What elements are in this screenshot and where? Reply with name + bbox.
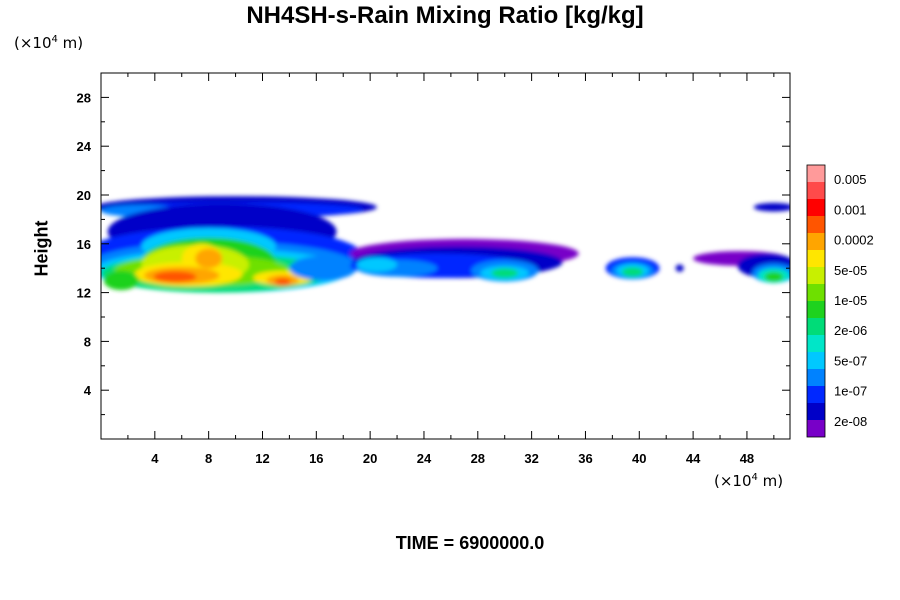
y-tick-label: 20 — [77, 188, 91, 203]
colorbar-label: 5e-05 — [834, 263, 867, 278]
chart-title: NH4SH-s-Rain Mixing Ratio [kg/kg] — [246, 2, 644, 29]
colorbar-label: 1e-05 — [834, 293, 867, 308]
heatmap-blob — [675, 264, 684, 272]
colorbar-swatch — [807, 420, 825, 437]
heatmap-blob — [103, 270, 139, 291]
heatmap-blob — [289, 256, 357, 281]
y-unit-exponent: 4 — [51, 34, 58, 45]
colorbar-swatch — [807, 267, 825, 284]
heatmap-blob — [356, 257, 398, 272]
colorbar-swatch — [807, 182, 825, 199]
colorbar: 0.005 0.001 0.0002 5e-05 1e-05 2e-06 5e-07 1e-0… — [806, 164, 874, 438]
colorbar-label: 2e-06 — [834, 323, 867, 338]
x-unit-prefix: (×10 — [714, 472, 752, 490]
y-unit-suffix: m) — [57, 34, 84, 52]
x-tick-label: 24 — [417, 451, 432, 466]
y-tick-label: 16 — [77, 237, 91, 252]
x-tick-label: 36 — [578, 451, 592, 466]
colorbar-swatch — [807, 386, 825, 403]
colorbar-swatch — [807, 369, 825, 386]
heatmap-blobs — [101, 196, 790, 293]
heatmap-blob — [621, 266, 644, 277]
x-tick-label: 8 — [205, 451, 212, 466]
heatmap-blob — [274, 277, 291, 286]
y-tick-label: 24 — [77, 139, 92, 154]
x-tick-label: 20 — [363, 451, 377, 466]
x-tick-label: 32 — [524, 451, 538, 466]
x-unit-exponent: 4 — [751, 472, 758, 483]
plot-frame — [100, 72, 791, 440]
colorbar-swatch — [807, 199, 825, 216]
colorbar-swatch — [807, 335, 825, 352]
colorbar-frame — [806, 164, 826, 438]
colorbar-swatch — [807, 284, 825, 301]
x-tick-label: 16 — [309, 451, 323, 466]
x-axis-unit-label: (×104 m) — [714, 472, 783, 490]
y-tick-label: 12 — [77, 286, 91, 301]
x-unit-suffix: m) — [757, 472, 784, 490]
colorbar-swatch — [807, 301, 825, 318]
colorbar-label: 0.0002 — [834, 233, 874, 248]
heatmap-blob — [195, 248, 223, 269]
x-tick-label: 28 — [471, 451, 485, 466]
colorbar-swatch — [807, 403, 825, 420]
heatmap-blob — [764, 271, 784, 282]
y-unit-prefix: (×10 — [14, 34, 52, 52]
colorbar-label: 1e-07 — [834, 384, 867, 399]
colorbar-label: 0.005 — [834, 172, 867, 187]
colorbar-swatch — [807, 318, 825, 335]
y-tick-label: 28 — [77, 90, 91, 105]
x-tick-label: 44 — [686, 451, 701, 466]
colorbar-label: 0.001 — [834, 202, 867, 217]
y-axis-unit-label: (×104 m) — [14, 34, 83, 52]
heatmap-blob — [491, 268, 519, 278]
colorbar-swatch — [807, 216, 825, 233]
colorbar-label: 2e-08 — [834, 414, 867, 429]
x-tick-label: 4 — [151, 451, 159, 466]
time-label: TIME = 6900000.0 — [395, 533, 545, 553]
heatmap-blob — [153, 271, 197, 283]
x-tick-label: 48 — [740, 451, 754, 466]
y-tick-label: 4 — [84, 383, 92, 398]
colorbar-swatch — [807, 165, 825, 182]
colorbar-swatch — [807, 250, 825, 267]
x-tick-label: 12 — [255, 451, 269, 466]
colorbar-label: 5e-07 — [834, 353, 867, 368]
heatmap-blob — [753, 202, 790, 212]
x-tick-label: 40 — [632, 451, 646, 466]
colorbar-swatch — [807, 352, 825, 369]
heatmap-field — [101, 196, 790, 293]
colorbar-swatch — [807, 233, 825, 250]
y-tick-label: 8 — [84, 334, 91, 349]
